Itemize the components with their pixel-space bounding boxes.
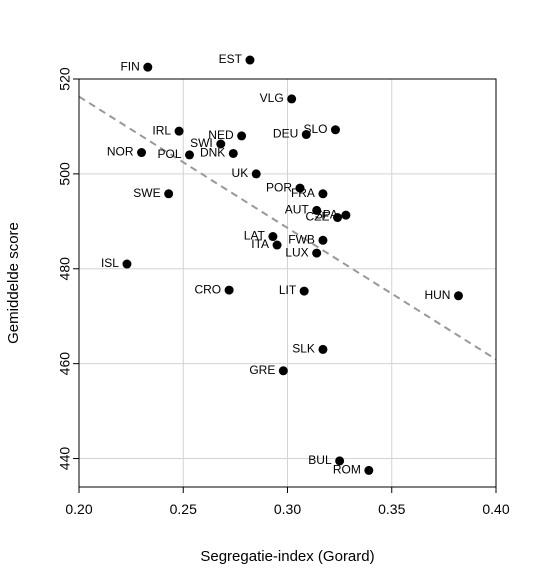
x-tick-label: 0.30 (274, 501, 301, 517)
point-cze (333, 213, 343, 223)
x-tick-label: 0.40 (482, 501, 509, 517)
point-lux (312, 248, 322, 258)
point-ned (237, 131, 247, 141)
y-tick-label: 440 (57, 447, 73, 471)
point-label-est: EST (219, 52, 243, 66)
y-tick-label: 500 (57, 162, 73, 186)
point-label-slk: SLK (292, 342, 315, 356)
point-swi (216, 139, 226, 149)
point-label-gre: GRE (249, 363, 275, 377)
x-axis: 0.20 0.25 0.30 0.35 0.40 (65, 487, 510, 517)
trendline-layer (78, 95, 497, 361)
point-uk (251, 169, 261, 179)
point-bul (335, 456, 345, 466)
point-cro (224, 285, 234, 295)
point-label-cro: CRO (194, 282, 221, 296)
x-tick-label: 0.25 (170, 501, 197, 517)
point-hun (453, 291, 463, 301)
point-swe (164, 189, 174, 199)
point-lit (299, 286, 309, 296)
point-label-bul: BUL (308, 453, 332, 467)
point-gre (278, 366, 288, 376)
point-label-ita: ITA (251, 237, 269, 251)
point-slo (330, 125, 340, 135)
point-labels-layer: FIN EST VLG IRL SLO NED DEU SWI NOR POL DNK UK SWE PO… (101, 52, 451, 476)
point-label-hun: HUN (424, 288, 450, 302)
point-label-slo: SLO (303, 122, 327, 136)
point-label-nor: NOR (107, 145, 134, 159)
point-label-lat: LAT (244, 229, 266, 243)
y-axis-title: Gemiddelde score (5, 222, 22, 344)
point-label-lit: LIT (279, 283, 297, 297)
point-rom (364, 465, 374, 475)
point-fra (318, 189, 328, 199)
point-label-aut: AUT (285, 203, 310, 217)
point-label-ned: NED (208, 128, 234, 142)
point-deu (301, 130, 311, 140)
point-label-lux: LUX (285, 245, 308, 259)
point-isl (122, 259, 132, 269)
point-label-irl: IRL (152, 123, 171, 137)
point-dnk (228, 148, 238, 158)
y-axis: 440 460 480 500 520 (57, 67, 79, 470)
x-axis-title: Segregatie-index (Gorard) (200, 548, 374, 565)
point-aut (312, 205, 322, 215)
point-label-spa: SPA (315, 207, 338, 221)
point-slk (318, 344, 328, 354)
y-tick-label: 520 (57, 67, 73, 91)
point-vlg (287, 94, 297, 104)
point-ita (272, 240, 282, 250)
point-label-rom: ROM (333, 463, 361, 477)
point-label-fin: FIN (120, 59, 139, 73)
point-fin (143, 62, 153, 72)
points-layer (122, 55, 463, 475)
point-label-cze: CZE (306, 210, 330, 224)
point-por (295, 183, 305, 193)
point-label-por: POR (266, 180, 292, 194)
point-label-fwb: FWB (288, 232, 315, 246)
point-label-uk: UK (232, 166, 249, 180)
point-label-isl: ISL (101, 256, 119, 270)
point-label-swe: SWE (133, 186, 160, 200)
trendline (78, 95, 497, 361)
x-tick-label: 0.20 (65, 501, 92, 517)
y-tick-label: 480 (57, 257, 73, 281)
point-irl (174, 126, 184, 136)
point-spa (341, 210, 351, 220)
point-label-vlg: VLG (260, 91, 284, 105)
point-est (245, 55, 255, 65)
point-pol (185, 150, 195, 160)
point-fwb (318, 235, 328, 245)
point-label-dnk: DNK (200, 146, 225, 160)
point-label-pol: POL (157, 147, 181, 161)
point-nor (137, 148, 147, 158)
point-label-deu: DEU (273, 127, 298, 141)
point-label-swi: SWI (190, 136, 213, 150)
point-lat (268, 232, 278, 242)
y-tick-label: 460 (57, 352, 73, 376)
point-label-fra: FRA (291, 186, 315, 200)
x-tick-label: 0.35 (378, 501, 405, 517)
